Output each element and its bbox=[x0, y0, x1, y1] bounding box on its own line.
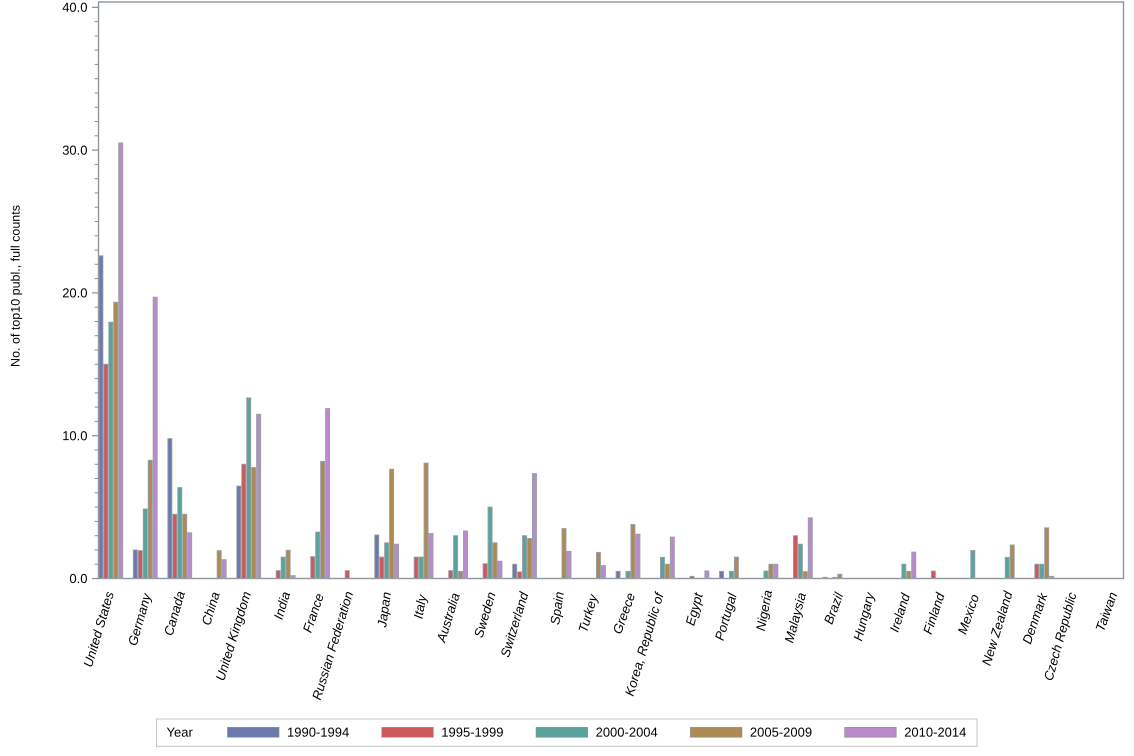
svg-text:Italy: Italy bbox=[410, 592, 429, 620]
svg-text:40.0: 40.0 bbox=[62, 0, 87, 15]
svg-text:Nigeria: Nigeria bbox=[753, 589, 775, 632]
svg-text:10.0: 10.0 bbox=[62, 428, 87, 443]
svg-text:Spain: Spain bbox=[547, 591, 566, 626]
svg-text:1990-1994: 1990-1994 bbox=[287, 725, 349, 740]
svg-text:Year: Year bbox=[166, 725, 193, 740]
svg-text:30.0: 30.0 bbox=[62, 143, 87, 158]
svg-text:No. of top10 publ., full count: No. of top10 publ., full counts bbox=[9, 205, 23, 367]
svg-text:20.0: 20.0 bbox=[62, 285, 87, 300]
svg-text:0.0: 0.0 bbox=[69, 571, 87, 586]
svg-text:2010-2014: 2010-2014 bbox=[904, 725, 966, 740]
svg-text:2005-2009: 2005-2009 bbox=[750, 725, 812, 740]
svg-text:2000-2004: 2000-2004 bbox=[596, 725, 658, 740]
svg-text:Japan: Japan bbox=[374, 591, 394, 629]
svg-text:1995-1999: 1995-1999 bbox=[441, 725, 503, 740]
